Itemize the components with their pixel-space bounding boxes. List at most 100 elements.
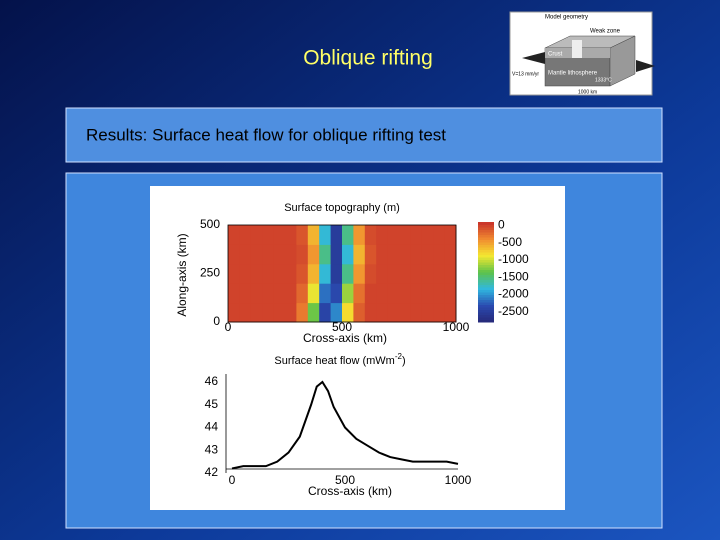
x-tick-label: 500 [332, 320, 352, 334]
colorbar-step [478, 264, 494, 268]
inset-label: 1333°C [595, 77, 612, 83]
colorbar-step [478, 232, 494, 235]
results-text: Results: Surface heat flow for oblique r… [86, 125, 446, 144]
heat-cell [239, 302, 252, 323]
y-tick-label: 250 [200, 266, 220, 280]
colorbar-step [478, 287, 494, 290]
heat-cell [376, 244, 389, 265]
heat-cell [330, 225, 343, 245]
colorbar-tick-label: -2000 [498, 287, 529, 301]
colorbar-tick-label: -1000 [498, 252, 529, 266]
y-tick-label: 42 [205, 465, 219, 479]
colorbar-tick-label: 0 [498, 218, 505, 232]
heat-cell [376, 283, 389, 304]
heat-cell [273, 263, 286, 284]
plot-frame [227, 224, 457, 323]
y-tick-label: 43 [205, 442, 219, 456]
colorbar-step [478, 262, 494, 265]
heat-cell [364, 302, 377, 323]
heat-cell [433, 225, 446, 245]
heat-cell [228, 283, 240, 304]
colorbar-step [478, 269, 494, 273]
heat-cell [285, 225, 297, 245]
heat-cell [444, 263, 457, 284]
heat-cell [353, 244, 366, 265]
heat-cell [342, 263, 354, 284]
colorbar-step [478, 294, 494, 298]
line [231, 380, 459, 470]
colorbar-step [478, 319, 494, 323]
heat-cell [228, 302, 240, 323]
heat-cell [376, 225, 389, 245]
heat-cell [387, 302, 400, 323]
colorbar-tick-label: -1500 [498, 269, 529, 283]
heat-cell [353, 283, 366, 304]
heat-cell [444, 244, 457, 265]
title-part: ) [402, 355, 406, 367]
chart-title: Surface heat flow (mWm-2) [274, 352, 405, 367]
heat-cell [342, 283, 354, 304]
colorbar-step [478, 297, 494, 300]
colorbar-step [478, 282, 494, 285]
colorbar-step [478, 277, 494, 280]
heat-cell [228, 225, 240, 245]
inset: Model geometry Weak zone Crust Mantle li… [509, 11, 655, 96]
colorbar-step [478, 224, 494, 228]
heat-cell [444, 283, 457, 304]
heat-cell [330, 302, 343, 323]
heat-cell [262, 283, 275, 304]
heat-cell [330, 283, 343, 304]
heat-cell [399, 244, 411, 265]
colorbar-step [478, 229, 494, 233]
colorbar-step [478, 292, 494, 295]
heat-cell [273, 225, 286, 245]
colorbar-step [478, 304, 494, 308]
heat-cell [421, 225, 434, 245]
heat-cell [342, 244, 354, 265]
heat-cell [444, 302, 457, 323]
heat-cell [364, 283, 377, 304]
heat-cell [342, 302, 354, 323]
colorbar-step [478, 222, 494, 225]
heat-cell [262, 263, 275, 284]
colorbar-step [478, 309, 494, 313]
heat-cell [387, 244, 400, 265]
inset-label: Weak zone [590, 29, 621, 35]
colorbar-step [478, 244, 494, 248]
heat-cell [387, 225, 400, 245]
heat-cell [250, 263, 263, 284]
y-tick-label: 500 [200, 217, 220, 231]
heat-cell [239, 263, 252, 284]
heat-cell [433, 302, 446, 323]
heat-cell [353, 225, 366, 245]
heat-cell [262, 225, 275, 245]
heat-cell [296, 225, 309, 245]
heat-cell [250, 283, 263, 304]
heat-cell [307, 283, 320, 304]
x-tick-label: 0 [225, 320, 232, 334]
heat-cell [250, 302, 263, 323]
colorbar-step [478, 274, 494, 278]
title-part: Surface heat flow (mWm [274, 355, 394, 367]
heat-cell [421, 283, 434, 304]
y-tick-label: 0 [213, 314, 220, 328]
colorbar-step [478, 237, 494, 240]
heat-cell [239, 244, 252, 265]
heat-cell [296, 302, 309, 323]
inset-label: V=13 mm/yr [512, 71, 539, 77]
heat-cell [285, 244, 297, 265]
heat-cell [285, 302, 297, 323]
x-axis-label: Cross-axis (km) [303, 331, 387, 345]
plots: Surface topography (m) Cross-axis (km) Alo… [175, 202, 529, 498]
heat-cell [353, 263, 366, 284]
colorbar-step [478, 312, 494, 315]
heat-cell [421, 302, 434, 323]
colorbar-step [478, 257, 494, 260]
colorbar-step [478, 247, 494, 250]
heat-cell [399, 263, 411, 284]
heat-cell [376, 302, 389, 323]
heat-cell [239, 225, 252, 245]
colorbar-step [478, 317, 494, 320]
heat-cell [296, 263, 309, 284]
heat-cell [410, 225, 423, 245]
